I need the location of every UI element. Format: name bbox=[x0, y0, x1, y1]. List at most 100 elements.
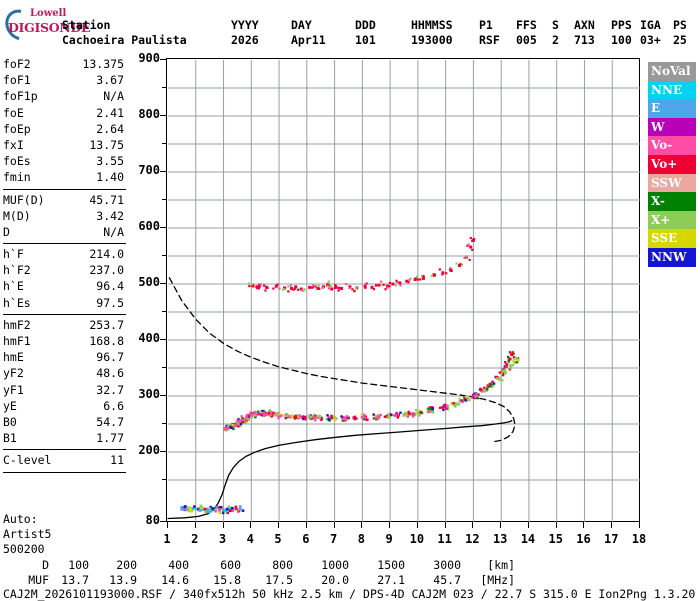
x-axis-tick-label: 12 bbox=[465, 532, 480, 546]
header-col-hhmmss: HHMMSS bbox=[411, 18, 453, 32]
legend-item-sse[interactable]: SSE bbox=[648, 229, 696, 248]
param-key: h`E bbox=[3, 279, 24, 294]
ionogram-plot-frame bbox=[166, 58, 640, 522]
distance-value-5: 1000 bbox=[321, 558, 349, 572]
y-axis-minor-tick bbox=[162, 87, 166, 88]
param-key: yF2 bbox=[3, 366, 24, 381]
y-axis-tick-label: 800 bbox=[138, 107, 160, 121]
x-axis-tick-label: 13 bbox=[492, 532, 508, 546]
param-value: 6.6 bbox=[103, 398, 124, 413]
y-axis-tick-label: 300 bbox=[138, 387, 160, 401]
param-value: 2.41 bbox=[96, 105, 124, 120]
legend-item-noval[interactable]: NoVal bbox=[648, 62, 696, 81]
header-value-2: Apr11 bbox=[291, 33, 326, 47]
header-col-pps: PPS bbox=[611, 18, 632, 32]
ionogram-plot-area: 80 200 300 400 500 600 700 800 900 1 2 3 4 5 6 7 8 9 10 11 1… bbox=[138, 51, 646, 546]
param-row: foF2 13.375 bbox=[3, 57, 126, 73]
distance-value-6: 1500 bbox=[377, 558, 405, 572]
header-value-0: Cachoeira Paulista bbox=[62, 33, 187, 47]
param-value: 214.0 bbox=[89, 247, 124, 262]
param-value: 32.7 bbox=[96, 382, 124, 397]
param-key: B1 bbox=[3, 431, 17, 446]
x-axis-tick-label: 8 bbox=[357, 532, 365, 546]
param-value: 237.0 bbox=[89, 263, 124, 278]
y-axis-tick bbox=[160, 171, 166, 172]
legend-item-vo[interactable]: Vo- bbox=[648, 136, 696, 155]
header-col-ddd: DDD bbox=[355, 18, 376, 32]
muf-value-7: 45.7 bbox=[433, 572, 461, 587]
autoscaling-info: Auto: Artist5 500200 bbox=[3, 512, 51, 557]
header-value-1: 2026 bbox=[231, 33, 259, 47]
legend-item-ssw[interactable]: SSW bbox=[648, 173, 696, 193]
param-key: h`F bbox=[3, 247, 24, 262]
lowell-digisonde-logo: Lowell DIGISONDE bbox=[0, 3, 91, 47]
param-value: 97.5 bbox=[96, 295, 124, 310]
param-key: h`F2 bbox=[3, 263, 31, 278]
muf-value-6: 27.1 bbox=[377, 572, 405, 587]
param-value: 13.375 bbox=[82, 57, 124, 71]
x-axis-tick bbox=[333, 522, 335, 528]
param-value: 3.42 bbox=[96, 208, 124, 223]
param-group-muf: MUF(D) 45.71 M(D) 3.42 D N/A bbox=[3, 193, 126, 242]
param-row: yE 6.6 bbox=[3, 399, 126, 415]
param-row: hmE 96.7 bbox=[3, 350, 126, 366]
param-key: hmF2 bbox=[3, 317, 31, 332]
legend-item-nne[interactable]: NNE bbox=[648, 80, 696, 100]
polarization-legend: NoVal NNE E W Vo- Vo+ SSW X- X+ SSE NNW bbox=[648, 62, 696, 267]
param-value: 1.40 bbox=[96, 170, 124, 185]
param-row: h`Es 97.5 bbox=[3, 296, 126, 312]
distance-muf-scale: D 100 200 400 600 800 1000 1500 3000 [km] MUF 13.7… bbox=[3, 558, 697, 587]
param-value: 1.77 bbox=[96, 431, 124, 446]
muf-label: MUF bbox=[28, 572, 49, 587]
divider bbox=[3, 243, 126, 245]
x-axis-tick-label: 2 bbox=[191, 532, 199, 546]
y-axis-tick-label: 200 bbox=[138, 443, 160, 457]
x-axis-tick bbox=[222, 522, 224, 528]
muf-value-5: 20.0 bbox=[321, 572, 349, 587]
x-axis-tick bbox=[416, 522, 418, 528]
param-value: 3.67 bbox=[96, 73, 124, 88]
legend-item-x[interactable]: X- bbox=[648, 192, 696, 211]
legend-item-e[interactable]: E bbox=[648, 99, 696, 118]
x-axis-tick-label: 16 bbox=[576, 532, 591, 546]
y-axis-minor-tick bbox=[162, 479, 166, 480]
param-value: 3.55 bbox=[96, 154, 124, 169]
logo-lowell-text: Lowell bbox=[30, 8, 67, 19]
param-row: M(D) 3.42 bbox=[3, 209, 126, 225]
y-axis-tick-label: 600 bbox=[138, 219, 160, 233]
legend-item-vo[interactable]: Vo+ bbox=[648, 154, 696, 174]
x-axis-tick-label: 18 bbox=[631, 532, 647, 546]
y-axis-tick bbox=[160, 227, 166, 228]
param-row: foF1p N/A bbox=[3, 89, 126, 105]
x-axis-tick bbox=[583, 522, 585, 528]
param-key: hmE bbox=[3, 350, 24, 365]
y-axis-tick-label: 900 bbox=[138, 51, 160, 65]
param-value: 96.4 bbox=[96, 279, 124, 294]
param-key: B0 bbox=[3, 414, 17, 429]
param-group-frequencies: foF2 13.375 foF1 3.67 foF1p N/A foE 2.41 foEp 2.6… bbox=[3, 57, 126, 187]
param-row: foE 2.41 bbox=[3, 106, 126, 122]
auto-line: Artist5 bbox=[3, 527, 52, 541]
legend-item-nnw[interactable]: NNW bbox=[648, 247, 696, 267]
divider bbox=[3, 313, 126, 315]
param-key: fmin bbox=[3, 170, 31, 185]
param-key: foEp bbox=[3, 121, 31, 136]
distance-label: D bbox=[42, 558, 49, 572]
legend-item-x[interactable]: X+ bbox=[648, 210, 696, 230]
y-axis-tick-label: 700 bbox=[138, 163, 160, 177]
header-value-8: 713 bbox=[574, 33, 595, 47]
x-axis-tick-label: 11 bbox=[437, 532, 452, 546]
param-row: h`E 96.4 bbox=[3, 279, 126, 295]
x-axis-tick-label: 17 bbox=[604, 532, 619, 546]
param-row: C-level 11 bbox=[3, 453, 126, 469]
param-key: yF1 bbox=[3, 382, 24, 397]
distance-value-2: 400 bbox=[168, 558, 189, 572]
x-axis-tick bbox=[361, 522, 363, 528]
x-axis-tick-label: 4 bbox=[246, 532, 254, 546]
header-value-10: 03+ bbox=[640, 33, 661, 47]
legend-item-w[interactable]: W bbox=[648, 117, 696, 137]
y-axis-tick bbox=[160, 59, 166, 60]
header-col-station: Station bbox=[62, 18, 111, 32]
logo-digisonde-text: DIGISONDE bbox=[8, 20, 91, 35]
param-key: yE bbox=[3, 398, 17, 413]
